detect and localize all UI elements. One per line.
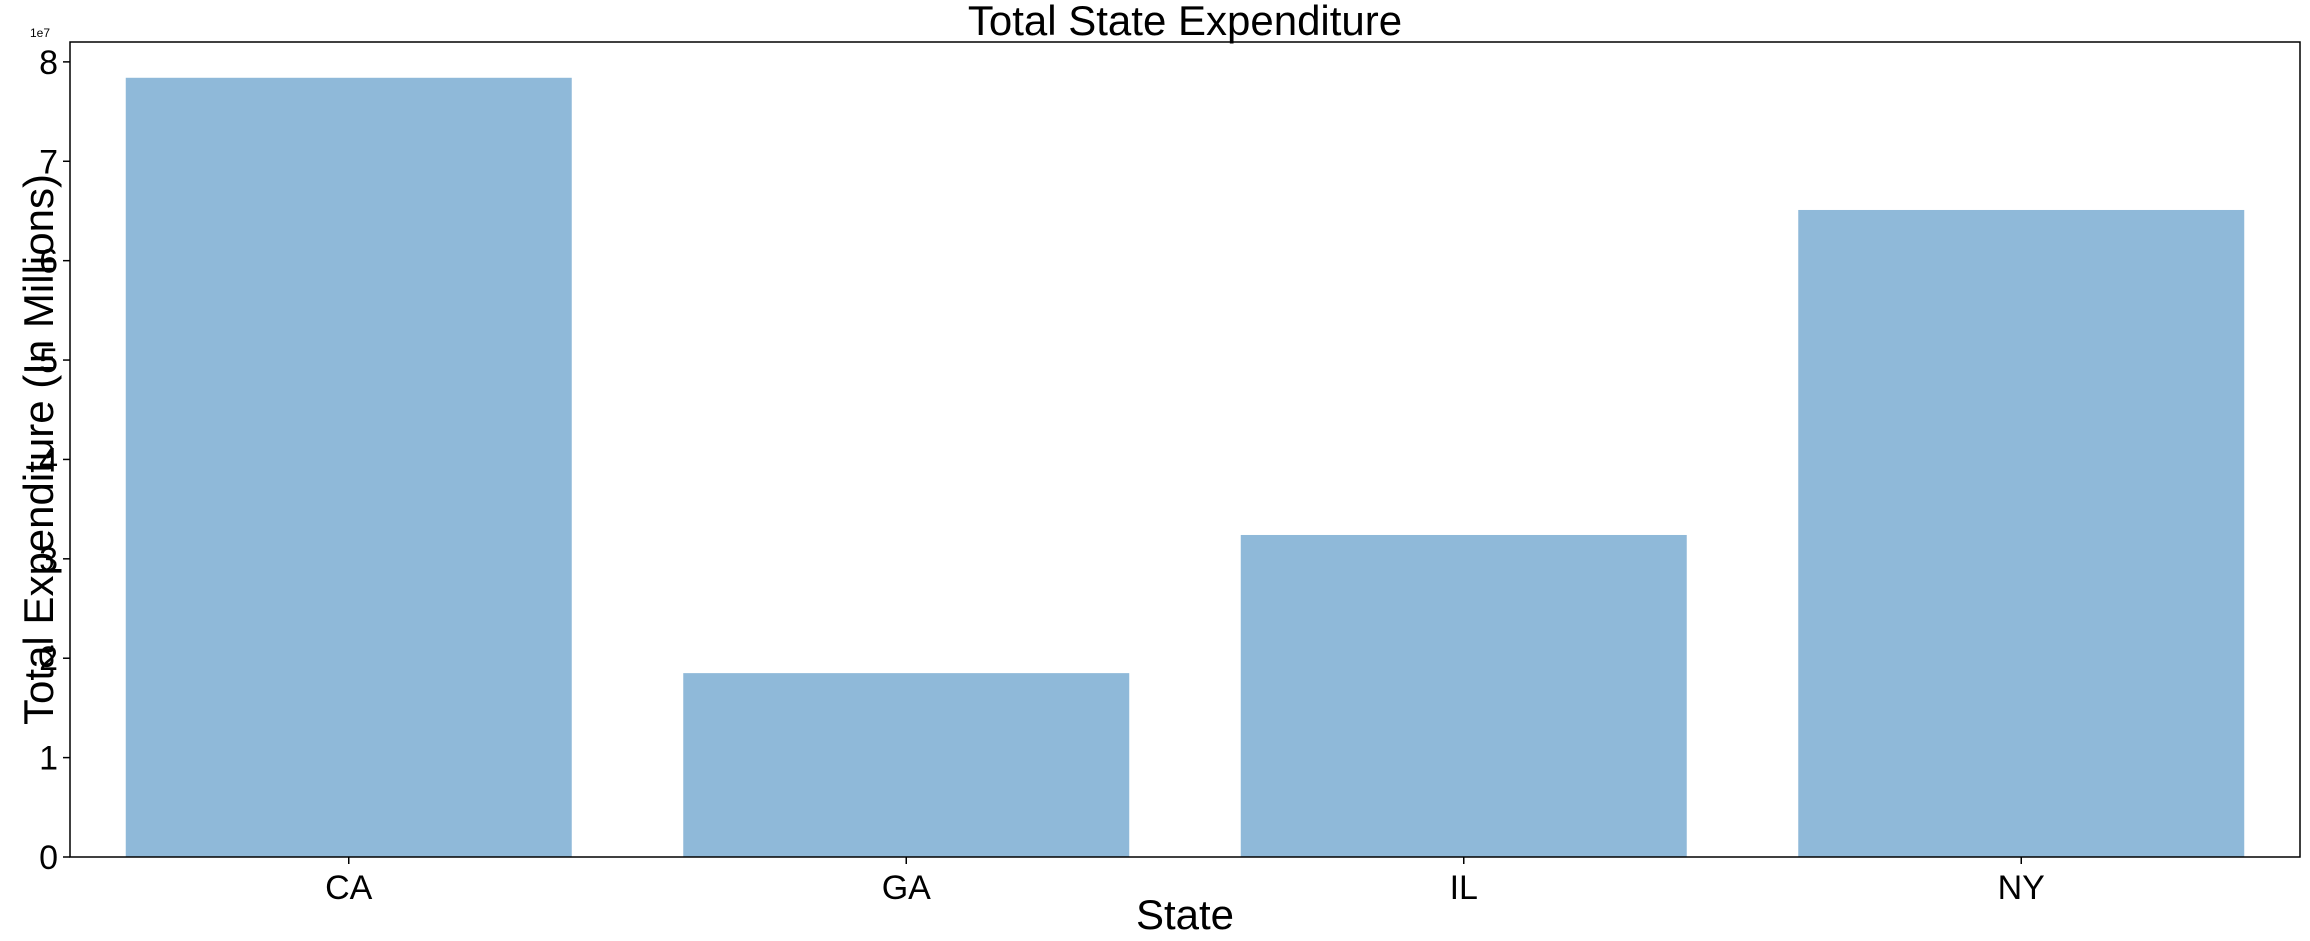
y-tick-label: 2 bbox=[39, 640, 58, 678]
x-tick-label: GA bbox=[882, 869, 931, 907]
y-tick-label: 0 bbox=[39, 839, 58, 877]
x-tick-label: NY bbox=[1998, 869, 2045, 907]
y-axis-label: Total Expenditure (In Millions) bbox=[15, 174, 62, 725]
bar-ga bbox=[683, 673, 1130, 857]
y-tick-label: 1 bbox=[39, 740, 58, 778]
chart-title: Total State Expenditure bbox=[968, 0, 1402, 44]
y-axis-ticks: 0 1 2 3 4 5 6 7 8 bbox=[39, 44, 70, 877]
x-axis-ticks: CA GA IL NY bbox=[325, 857, 2045, 907]
y-tick-label: 8 bbox=[39, 44, 58, 82]
y-tick-label: 6 bbox=[39, 243, 58, 281]
y-tick-label: 7 bbox=[39, 143, 58, 181]
y-tick-label: 4 bbox=[39, 441, 58, 479]
bar-ny bbox=[1798, 209, 2245, 858]
y-tick-label: 5 bbox=[39, 342, 58, 380]
bars-layer bbox=[125, 77, 2245, 858]
y-tick-label: 3 bbox=[39, 541, 58, 579]
bar-ca bbox=[125, 77, 572, 857]
plot-frame bbox=[69, 41, 2301, 858]
x-tick-label: CA bbox=[325, 869, 373, 907]
bar-il bbox=[1240, 534, 1687, 857]
x-tick-label: IL bbox=[1450, 869, 1478, 907]
y-axis-multiplier: 1e7 bbox=[30, 26, 50, 40]
x-axis-label: State bbox=[1136, 891, 1234, 938]
